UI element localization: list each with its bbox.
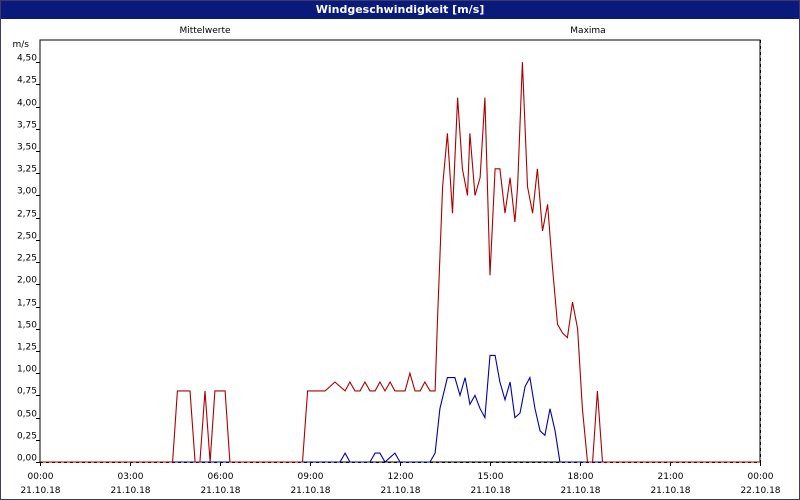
y-tick-label: 0,25: [17, 432, 37, 442]
x-tick-date: 21.10.18: [470, 486, 510, 496]
y-tick-label: 1,00: [17, 365, 37, 375]
y-tick-label: 1,50: [17, 321, 37, 331]
y-tick-label: 0,00: [17, 454, 37, 464]
x-tick-time: 21:00: [658, 472, 684, 482]
y-tick-label: 2,75: [17, 210, 37, 220]
x-tick-time: 06:00: [208, 472, 234, 482]
y-tick-label: 3,00: [17, 187, 37, 197]
x-tick-time: 15:00: [478, 472, 504, 482]
y-tick-labels: 0,00 0,25 0,50 0,75 1,00 1,25 1,50 1,75 2,00 2,25…: [17, 54, 37, 464]
x-tick-date: 21.10.18: [20, 486, 60, 496]
x-tick-date: 22.10.18: [740, 486, 780, 496]
x-tick-time: 09:00: [298, 472, 324, 482]
plot-border: [39, 39, 761, 463]
y-tick-label: 1,25: [17, 343, 37, 353]
chart-title: Windgeschwindigkeit [m/s]: [1, 1, 799, 19]
y-tick-label: 0,75: [17, 387, 37, 397]
series-line-maxima: [40, 62, 760, 463]
series-lines: [40, 62, 760, 463]
legend-mittelwerte: Mittelwerte: [179, 26, 230, 36]
y-tick-label: 3,75: [17, 121, 37, 131]
x-tick-date: 21.10.18: [290, 486, 330, 496]
legend-maxima: Maxima: [570, 26, 605, 36]
y-tick-label: 4,50: [17, 54, 37, 64]
x-tick-labels: 00:00 21.10.18 03:00 21.10.18 06:00 21.10.18 0…: [20, 472, 780, 496]
y-tick-label: 4,25: [17, 76, 37, 86]
x-tick-time: 00:00: [28, 472, 54, 482]
y-tick-label: 0,50: [17, 410, 37, 420]
x-tick-time: 18:00: [568, 472, 594, 482]
x-tick-date: 21.10.18: [110, 486, 150, 496]
y-tick-label: 4,00: [17, 99, 37, 109]
x-tick-date: 21.10.18: [560, 486, 600, 496]
x-tick-time: 03:00: [118, 472, 144, 482]
x-tick-time: 00:00: [748, 472, 774, 482]
y-tick-label: 2,50: [17, 232, 37, 242]
axes: [36, 39, 761, 466]
x-tick-date: 21.10.18: [200, 486, 240, 496]
y-tick-label: 1,75: [17, 299, 37, 309]
y-tick-label: 3,50: [17, 143, 37, 153]
series-line-mittelwerte: [40, 354, 760, 463]
x-tick-date: 21.10.18: [650, 486, 690, 496]
x-tick-date: 21.10.18: [380, 486, 420, 496]
x-tick-time: 12:00: [388, 472, 414, 482]
y-tick-label: 2,25: [17, 254, 37, 264]
y-axis-label: m/s: [13, 40, 30, 50]
y-tick-label: 3,25: [17, 165, 37, 175]
y-tick-label: 2,00: [17, 276, 37, 286]
